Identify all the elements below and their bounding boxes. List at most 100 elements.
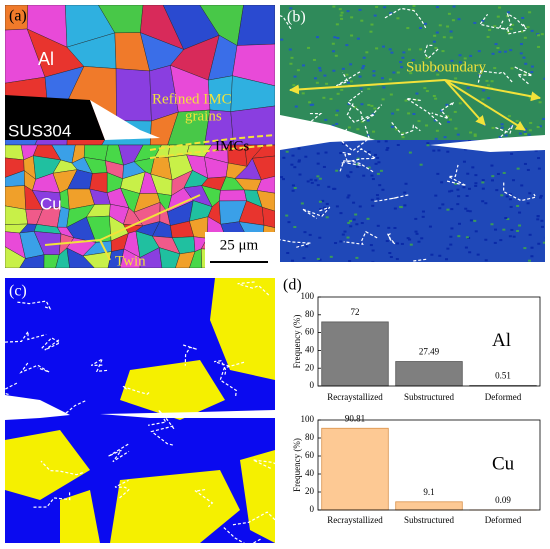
- texture: [306, 180, 310, 183]
- texture: [318, 213, 322, 216]
- gap: [430, 135, 545, 152]
- texture: [419, 163, 423, 166]
- texture: [462, 160, 466, 163]
- texture: [434, 97, 438, 100]
- texture: [348, 259, 352, 262]
- texture: [335, 122, 339, 125]
- texture: [347, 194, 351, 197]
- grain: [256, 176, 275, 194]
- texture: [318, 69, 322, 72]
- texture: [408, 48, 412, 51]
- texture: [310, 181, 314, 184]
- texture: [379, 169, 383, 172]
- texture: [396, 17, 400, 20]
- annotation: IMCs: [215, 138, 249, 154]
- texture: [516, 229, 520, 232]
- boundary: [17, 300, 52, 310]
- texture: [450, 59, 454, 62]
- texture: [365, 51, 369, 54]
- texture: [537, 157, 541, 160]
- texture: [371, 113, 375, 116]
- texture: [528, 192, 532, 195]
- texture: [494, 43, 498, 46]
- bar: [321, 427, 389, 511]
- texture: [386, 147, 390, 150]
- texture: [346, 10, 350, 13]
- texture: [468, 210, 472, 213]
- texture: [467, 187, 471, 190]
- texture: [474, 184, 478, 187]
- texture: [454, 77, 458, 80]
- grain: [66, 247, 95, 268]
- texture: [426, 142, 430, 145]
- texture: [530, 255, 534, 258]
- texture: [477, 50, 481, 53]
- texture: [396, 108, 400, 111]
- texture: [509, 27, 513, 30]
- texture: [347, 175, 351, 178]
- texture: [393, 226, 397, 229]
- texture: [316, 152, 320, 155]
- texture: [506, 15, 510, 18]
- y-tick-label: 100: [301, 291, 315, 301]
- boundary: [346, 103, 383, 123]
- texture: [537, 242, 541, 245]
- texture: [324, 151, 328, 154]
- texture: [315, 81, 319, 84]
- texture: [510, 67, 514, 70]
- texture: [491, 175, 495, 178]
- texture: [282, 156, 286, 159]
- texture: [414, 217, 418, 220]
- texture: [426, 144, 430, 147]
- texture: [417, 120, 421, 123]
- texture: [396, 144, 400, 147]
- texture: [440, 181, 444, 184]
- texture: [471, 166, 475, 169]
- texture: [362, 174, 366, 177]
- texture: [302, 64, 306, 67]
- grain: [218, 189, 247, 202]
- texture: [526, 26, 530, 29]
- texture: [481, 181, 485, 184]
- arrow: [99, 239, 111, 261]
- texture: [395, 258, 399, 261]
- texture: [490, 80, 494, 83]
- texture: [506, 31, 510, 34]
- texture: [519, 52, 523, 55]
- texture: [509, 205, 513, 208]
- texture: [495, 189, 499, 192]
- texture: [294, 105, 298, 108]
- texture: [323, 74, 327, 77]
- boundary: [386, 233, 396, 245]
- texture: [389, 12, 393, 15]
- annotation: Al: [492, 330, 511, 351]
- texture: [435, 31, 439, 34]
- texture: [297, 242, 301, 245]
- annotation: Al: [38, 49, 54, 69]
- boundary: [431, 101, 455, 120]
- texture: [335, 23, 339, 26]
- grain: [5, 144, 24, 161]
- texture: [349, 225, 353, 228]
- texture: [318, 236, 322, 239]
- texture: [349, 63, 353, 66]
- texture: [334, 242, 338, 245]
- texture: [436, 172, 440, 175]
- texture: [334, 54, 338, 57]
- texture: [356, 157, 360, 160]
- bar: [321, 321, 389, 387]
- annotation: grains: [185, 108, 222, 124]
- boundary: [19, 362, 50, 374]
- texture: [360, 222, 364, 225]
- texture: [509, 49, 513, 52]
- texture: [367, 166, 371, 169]
- texture: [366, 119, 370, 122]
- texture: [524, 62, 528, 65]
- grain: [110, 470, 240, 543]
- texture: [490, 164, 494, 167]
- annotation: Twin: [115, 253, 146, 269]
- grain: [55, 247, 70, 268]
- texture: [395, 128, 399, 131]
- texture: [352, 218, 356, 221]
- texture: [474, 230, 478, 233]
